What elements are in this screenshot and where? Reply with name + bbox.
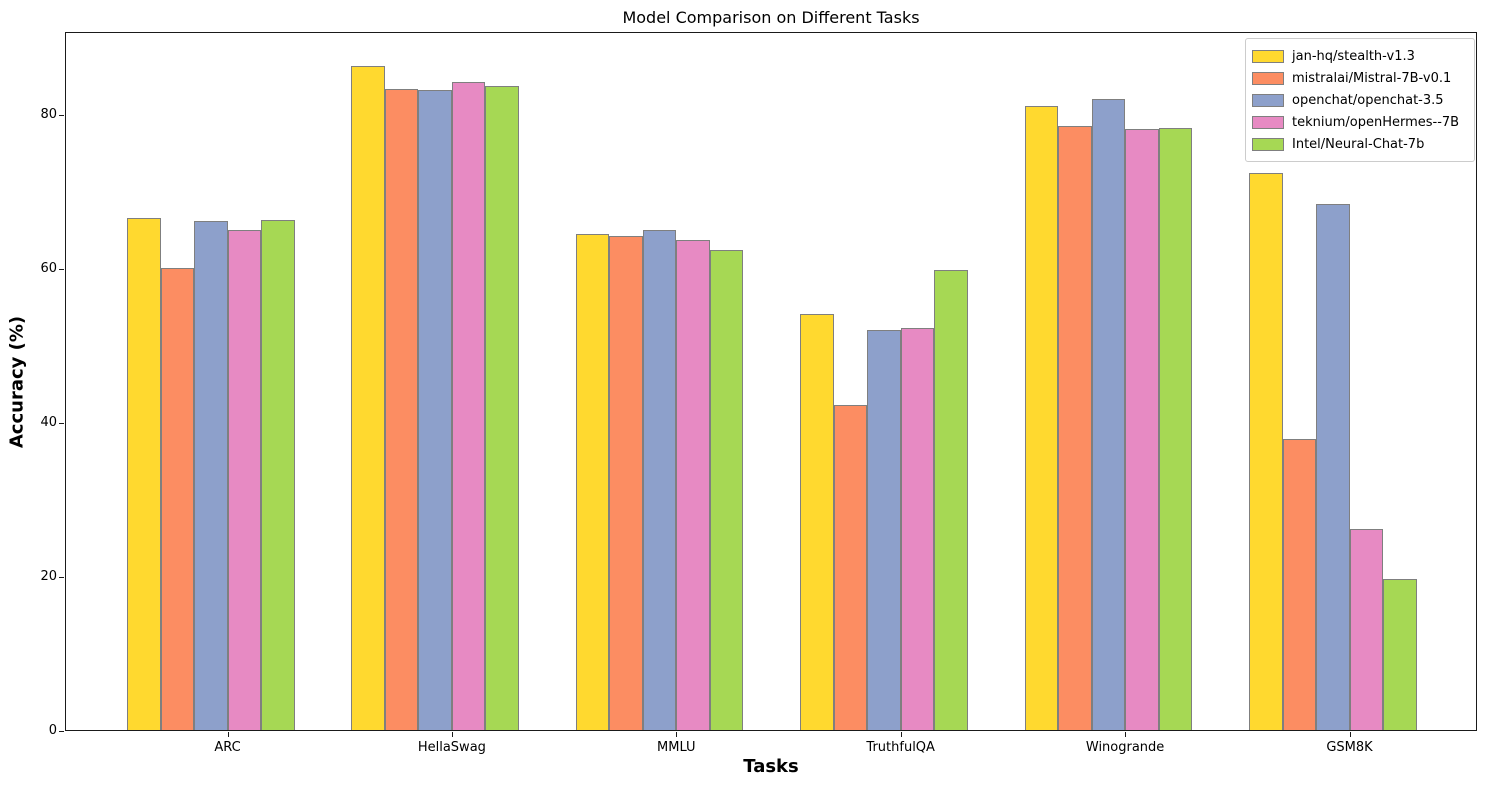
legend-item: openchat/openchat-3.5 — [1252, 89, 1466, 111]
x-tick-label-winogrande: Winogrande — [1085, 740, 1165, 755]
y-tick-mark — [59, 576, 64, 578]
legend-swatch-icon — [1252, 137, 1284, 151]
legend-label: openchat/openchat-3.5 — [1292, 92, 1444, 108]
bar-winogrande-openchat-openchat-3-5 — [1091, 98, 1126, 730]
bar-mmlu-openchat-openchat-3-5 — [642, 229, 677, 730]
bar-mmlu-teknium-openhermes-7b — [676, 240, 710, 730]
bar-mmlu-mistralai-mistral-7b-v0-1 — [609, 235, 643, 730]
legend-item: jan-hq/stealth-v1.3 — [1252, 45, 1466, 67]
x-tick-mark — [451, 732, 453, 737]
y-tick-label: 20 — [40, 569, 57, 585]
x-tick-label-truthfulqa: TruthfulQA — [866, 740, 935, 755]
bar-hellaswag-openchat-openchat-3-5 — [418, 90, 452, 730]
y-tick-label: 0 — [48, 723, 57, 738]
legend-swatch-icon — [1252, 115, 1284, 129]
x-tick-mark — [900, 732, 902, 737]
legend-item: mistralai/Mistral-7B-v0.1 — [1252, 67, 1466, 89]
y-tick-mark — [59, 268, 64, 270]
y-tick-label: 80 — [40, 107, 57, 123]
x-tick-label-arc: ARC — [214, 740, 241, 755]
legend-item: Intel/Neural-Chat-7b — [1252, 133, 1466, 155]
y-tick-mark — [59, 422, 64, 424]
bar-gsm8k-teknium-openhermes-7b — [1349, 529, 1383, 730]
bar-hellaswag-teknium-openhermes-7b — [451, 81, 486, 730]
bar-winogrande-intel-neural-chat-7b — [1158, 128, 1193, 730]
x-tick-label-gsm8k: GSM8K — [1326, 740, 1373, 755]
legend-swatch-icon — [1252, 71, 1284, 85]
x-tick-label-hellaswag: HellaSwag — [417, 740, 486, 755]
bar-truthfulqa-mistralai-mistral-7b-v0-1 — [833, 405, 868, 730]
bar-truthfulqa-teknium-openhermes-7b — [900, 328, 935, 730]
legend: jan-hq/stealth-v1.3 mistralai/Mistral-7B-… — [1245, 38, 1475, 162]
chart-title: Model Comparison on Different Tasks — [622, 8, 920, 27]
x-axis-label: Tasks — [743, 756, 799, 777]
bar-truthfulqa-jan-hq-stealth-v1-3 — [800, 313, 834, 730]
y-tick-mark — [59, 114, 64, 116]
x-tick-label-mmlu: MMLU — [657, 740, 696, 755]
bar-gsm8k-intel-neural-chat-7b — [1383, 579, 1417, 730]
legend-label: mistralai/Mistral-7B-v0.1 — [1292, 70, 1452, 86]
bar-mmlu-intel-neural-chat-7b — [709, 249, 744, 730]
legend-item: teknium/openHermes--7B — [1252, 111, 1466, 133]
legend-label: teknium/openHermes--7B — [1292, 114, 1460, 130]
legend-label: Intel/Neural-Chat-7b — [1292, 136, 1425, 152]
bar-arc-jan-hq-stealth-v1-3 — [127, 218, 161, 730]
bar-hellaswag-intel-neural-chat-7b — [485, 86, 519, 730]
x-tick-mark — [676, 732, 678, 737]
y-tick-label: 40 — [40, 415, 57, 431]
legend-swatch-icon — [1252, 49, 1284, 63]
bar-gsm8k-jan-hq-stealth-v1-3 — [1249, 172, 1283, 730]
x-tick-mark — [1125, 732, 1127, 737]
bar-winogrande-mistralai-mistral-7b-v0-1 — [1058, 126, 1092, 730]
bar-winogrande-jan-hq-stealth-v1-3 — [1024, 106, 1059, 730]
bar-hellaswag-mistralai-mistral-7b-v0-1 — [384, 88, 419, 730]
y-tick-mark — [59, 730, 64, 732]
bar-mmlu-jan-hq-stealth-v1-3 — [575, 234, 610, 730]
bar-arc-mistralai-mistral-7b-v0-1 — [160, 268, 194, 730]
bar-gsm8k-openchat-openchat-3-5 — [1316, 204, 1350, 730]
plot-area — [65, 32, 1477, 731]
legend-swatch-icon — [1252, 93, 1284, 107]
bar-winogrande-teknium-openhermes-7b — [1125, 128, 1159, 730]
bar-gsm8k-mistralai-mistral-7b-v0-1 — [1282, 439, 1316, 730]
y-tick-label: 60 — [40, 261, 57, 277]
bar-truthfulqa-openchat-openchat-3-5 — [867, 330, 901, 730]
x-tick-mark — [1349, 732, 1351, 737]
bar-truthfulqa-intel-neural-chat-7b — [934, 270, 968, 730]
bar-arc-intel-neural-chat-7b — [261, 220, 295, 730]
bar-arc-teknium-openhermes-7b — [227, 230, 261, 730]
bar-arc-openchat-openchat-3-5 — [194, 221, 228, 730]
x-tick-mark — [227, 732, 229, 737]
bar-hellaswag-jan-hq-stealth-v1-3 — [351, 65, 385, 730]
legend-label: jan-hq/stealth-v1.3 — [1292, 48, 1415, 64]
